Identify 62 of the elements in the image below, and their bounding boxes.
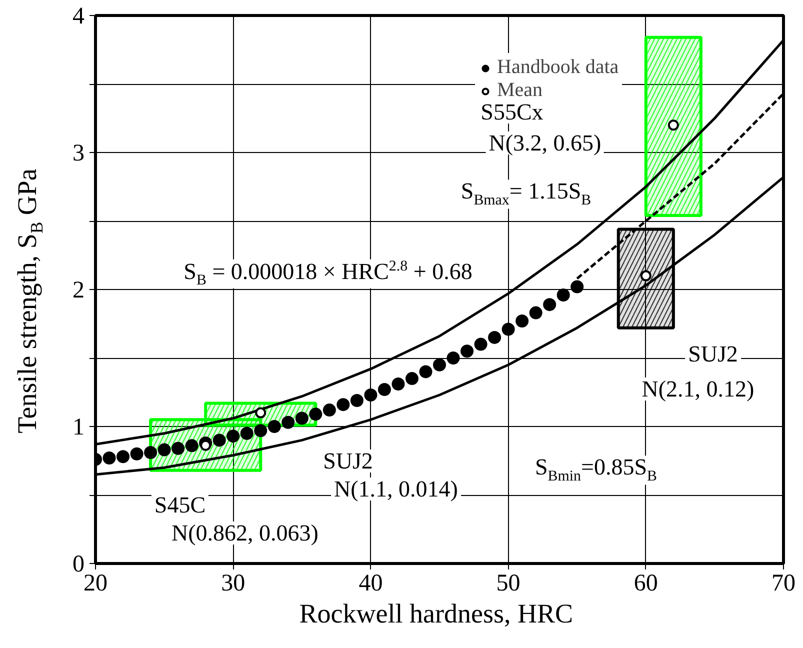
point [364,388,378,402]
annotation: N(0.862, 0.063) [168,520,322,546]
x-tick-label: 20 [84,570,108,596]
x-tick-label: 70 [772,570,796,596]
point [405,372,418,386]
annotation: N(2.1, 0.12) [638,376,758,402]
point [212,434,226,447]
annotation: S55Cx [478,100,546,124]
annotation: N(1.1, 0.014) [331,476,461,502]
point [474,338,488,351]
point [268,420,281,433]
x-axis-title: Rockwell hardness, HRC [299,598,573,628]
y-tick-label: 2 [72,278,84,304]
point [336,398,350,412]
point [255,407,266,418]
point [254,424,268,438]
point [640,270,652,282]
point [419,365,432,378]
point [516,314,529,328]
point [668,120,679,131]
x-tick-label: 50 [496,570,520,596]
point [488,330,502,344]
point [240,426,254,440]
point [322,404,336,417]
x-tick-label: 60 [634,570,658,596]
point [282,416,295,429]
annotation: S$_{Bmin}$=0.85S$_{B}$ [532,454,660,484]
point [570,280,584,294]
point [102,452,116,464]
point [185,439,198,452]
point [378,383,391,396]
point [350,394,364,407]
point [460,344,474,358]
annotation: SUJ2 [685,342,741,366]
y-tick-label: 0 [72,552,84,578]
point [116,450,130,464]
point [502,322,515,336]
point [392,378,405,391]
annotation: SUJ2 [320,448,376,474]
point [309,408,322,421]
point [529,306,542,320]
x-tick-label: 40 [358,570,383,596]
annotation: S$_{B}$ = 0.000018 × HRC$^{2.8}$ + 0.68 [180,258,476,289]
annotation: N(3.2, 0.65) [486,130,604,156]
point [158,443,171,456]
annotation: S$_{Bmax}$= 1.15S$_{B}$ [458,178,594,208]
point [433,358,446,372]
annotation: S45C [151,492,209,518]
point [130,447,144,460]
point [172,442,185,455]
point [295,412,308,425]
point [144,446,158,460]
legend-label: Mean [497,79,543,102]
point [226,430,240,443]
point [556,288,570,302]
y-tick-label: 1 [72,414,84,440]
legend-label: Handbook data [497,56,619,79]
y-tick-label: 3 [72,140,84,166]
x-tick-label: 30 [221,570,246,596]
point [446,352,460,364]
point [543,298,556,312]
y-tick-label: 4 [72,4,84,30]
